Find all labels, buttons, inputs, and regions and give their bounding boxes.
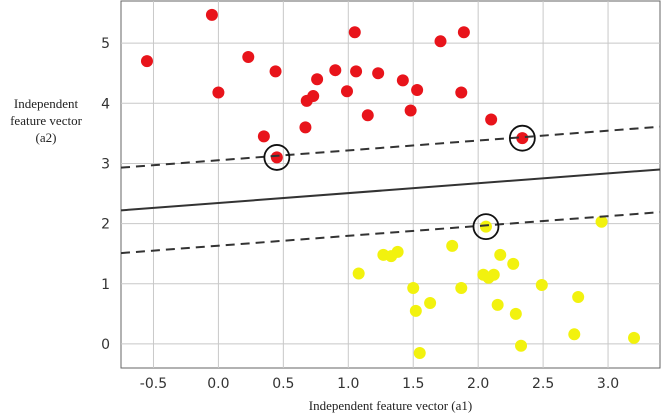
y-axis-ticks: 0 1 2 3 4 5 [101, 36, 110, 353]
red-data-point [411, 84, 424, 97]
y-tick-label: 1 [101, 277, 110, 293]
yellow-data-point [487, 268, 500, 281]
yellow-data-point [446, 239, 459, 252]
yellow-data-point [424, 297, 437, 310]
red-data-point [340, 85, 353, 98]
red-data-point [404, 104, 417, 117]
red-data-point [311, 73, 324, 86]
yellow-data-point [352, 267, 365, 280]
red-data-point [372, 67, 385, 80]
margin-dashed-line [120, 211, 661, 255]
red-data-point [307, 90, 320, 103]
x-tick-label: 1.0 [337, 376, 359, 392]
grid-lines [121, 1, 660, 368]
red-data-point [350, 65, 363, 78]
x-tick-label: 1.5 [402, 376, 424, 392]
yellow-data-point [535, 278, 548, 291]
yellow-data-point [409, 304, 422, 317]
yellow-data-point [413, 346, 426, 359]
red-data-point [205, 8, 218, 21]
support-vector-ring [508, 124, 536, 152]
yellow-data-point [455, 281, 468, 294]
yellow-data-point [568, 328, 581, 341]
y-tick-label: 5 [101, 36, 110, 52]
margin-dashed-line [120, 125, 661, 169]
red-data-point [348, 26, 361, 39]
red-data-point [242, 50, 255, 63]
red-data-point [396, 74, 409, 87]
x-tick-label: 0.0 [207, 376, 229, 392]
support-vector-markers [263, 124, 536, 241]
red-data-point [434, 35, 447, 48]
yellow-data-point [407, 281, 420, 294]
x-tick-label: 3.0 [597, 376, 619, 392]
red-data-point [457, 26, 470, 39]
y-tick-label: 0 [101, 337, 110, 353]
red-data-point [257, 130, 270, 143]
data-points [140, 8, 641, 359]
y-tick-label: 2 [101, 217, 110, 233]
x-axis-label: Independent feature vector (a1) [308, 398, 473, 413]
yellow-data-point [515, 339, 528, 352]
x-tick-label: -0.5 [140, 376, 167, 392]
red-data-point [270, 151, 283, 164]
support-vector-ring [263, 144, 291, 171]
decision-boundary-line [120, 168, 661, 212]
yellow-data-point [572, 291, 585, 304]
x-tick-label: 2.0 [467, 376, 489, 392]
red-data-point [361, 109, 374, 122]
yellow-data-point [491, 298, 504, 311]
yellow-data-point [479, 220, 492, 233]
yellow-data-point [391, 245, 404, 258]
x-tick-label: 2.5 [532, 376, 554, 392]
yellow-data-point [507, 257, 520, 270]
red-data-point [516, 132, 529, 145]
x-axis-ticks: -0.5 0.0 0.5 1.0 1.5 2.0 2.5 3.0 [140, 376, 619, 392]
yellow-data-point [595, 215, 608, 228]
y-axis-label-line-3: (a2) [35, 130, 57, 145]
y-tick-label: 3 [101, 156, 110, 172]
support-vector-ring [472, 213, 500, 241]
red-data-point [140, 55, 153, 68]
red-data-point [299, 121, 312, 134]
red-data-point [329, 64, 342, 77]
yellow-data-point [509, 307, 522, 320]
red-data-point [455, 86, 468, 99]
y-axis-label: Independent feature vector (a2) [0, 95, 92, 146]
yellow-data-point [628, 331, 641, 344]
y-tick-label: 4 [101, 96, 110, 112]
y-axis-label-line-1: Independent [13, 96, 79, 111]
x-tick-label: 0.5 [272, 376, 294, 392]
y-axis-label-line-2: feature vector [10, 113, 82, 128]
red-data-point [269, 65, 282, 78]
margin-lines [120, 125, 661, 255]
plot-area [120, 0, 661, 369]
red-data-point [485, 113, 498, 126]
yellow-data-point [494, 248, 507, 261]
red-data-point [212, 86, 225, 99]
